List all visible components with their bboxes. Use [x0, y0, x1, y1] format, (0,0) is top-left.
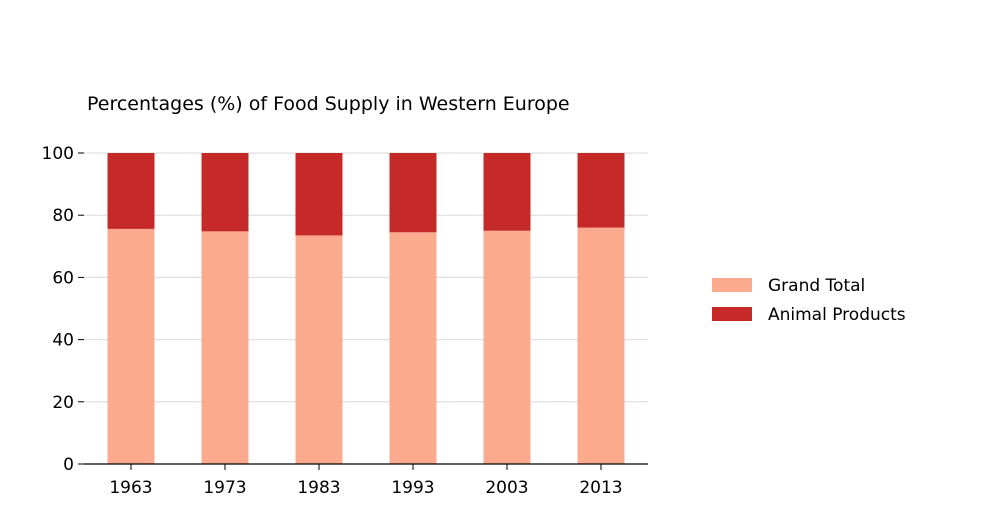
bar-animal-products-1983: [295, 153, 343, 236]
y-tick-label: 80: [52, 206, 74, 226]
bars: [107, 153, 625, 464]
legend-label: Animal Products: [768, 305, 906, 325]
x-tick-label: 1993: [391, 478, 434, 498]
x-tick-label: 1963: [109, 478, 152, 498]
legend-swatch: [712, 278, 752, 292]
chart-title: Percentages (%) of Food Supply in Wester…: [87, 93, 570, 115]
y-tick-label: 20: [52, 393, 74, 413]
bar-animal-products-2003: [483, 153, 531, 231]
x-tick-label: 1973: [203, 478, 246, 498]
bar-grand-total-1983: [295, 235, 343, 464]
bar-animal-products-1993: [389, 153, 437, 233]
y-tick-label: 40: [52, 331, 74, 351]
x-tick-label: 1983: [297, 478, 340, 498]
y-tick-label: 100: [42, 144, 74, 164]
bar-grand-total-2013: [577, 227, 625, 464]
legend-label: Grand Total: [768, 276, 865, 296]
bar-grand-total-2003: [483, 230, 531, 464]
bar-animal-products-1973: [201, 153, 249, 232]
bar-animal-products-2013: [577, 153, 625, 228]
legend-swatch: [712, 307, 752, 321]
x-tick-label: 2013: [579, 478, 622, 498]
bar-animal-products-1963: [107, 153, 155, 229]
y-tick-label: 0: [63, 455, 74, 475]
x-tick-label: 2003: [485, 478, 528, 498]
legend: Grand Total Animal Products: [712, 276, 906, 325]
y-tick-label: 60: [52, 268, 74, 288]
bar-grand-total-1993: [389, 232, 437, 464]
axes: 0 20 40 60 80 100 1963 1973 1983 1993 2003 2013: [42, 144, 648, 498]
bar-grand-total-1963: [107, 228, 155, 464]
gridlines: [84, 152, 648, 403]
bar-grand-total-1973: [201, 231, 249, 464]
